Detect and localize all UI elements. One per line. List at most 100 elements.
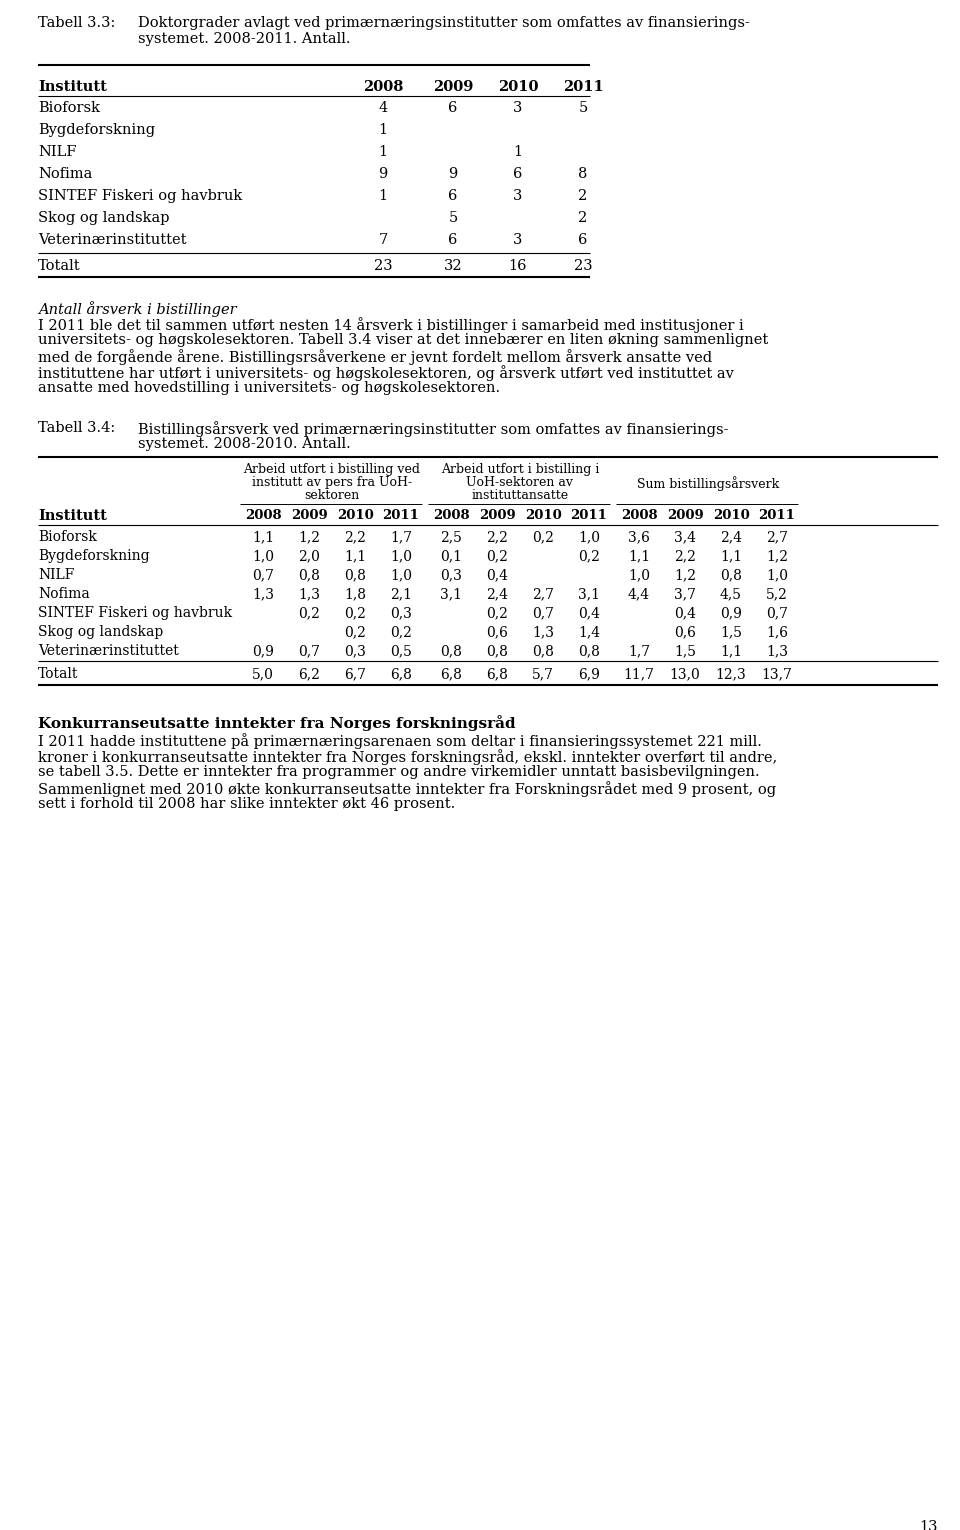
- Text: 2011: 2011: [383, 509, 420, 522]
- Text: 1,7: 1,7: [390, 529, 412, 545]
- Text: 2009: 2009: [433, 80, 473, 93]
- Text: 1,2: 1,2: [766, 549, 788, 563]
- Text: Veterinærinstituttet: Veterinærinstituttet: [38, 233, 186, 246]
- Text: I 2011 ble det til sammen utført nesten 14 årsverk i bistillinger i samarbeid me: I 2011 ble det til sammen utført nesten …: [38, 317, 744, 334]
- Text: 1,0: 1,0: [578, 529, 600, 545]
- Text: 2,0: 2,0: [298, 549, 320, 563]
- Text: 1,5: 1,5: [720, 624, 742, 640]
- Text: 6: 6: [578, 233, 588, 246]
- Text: 6,7: 6,7: [344, 667, 366, 681]
- Text: 4,5: 4,5: [720, 588, 742, 601]
- Text: 2,1: 2,1: [390, 588, 412, 601]
- Text: Skog og landskap: Skog og landskap: [38, 211, 170, 225]
- Text: 1,3: 1,3: [766, 644, 788, 658]
- Text: systemet. 2008-2011. Antall.: systemet. 2008-2011. Antall.: [138, 32, 350, 46]
- Text: NILF: NILF: [38, 568, 74, 581]
- Text: 0,8: 0,8: [578, 644, 600, 658]
- Text: 5,7: 5,7: [532, 667, 554, 681]
- Text: 9: 9: [448, 167, 458, 181]
- Text: 6,8: 6,8: [390, 667, 412, 681]
- Text: 1,0: 1,0: [628, 568, 650, 581]
- Text: 2009: 2009: [666, 509, 704, 522]
- Text: instituttene har utført i universitets- og høgskolesektoren, og årsverk utført v: instituttene har utført i universitets- …: [38, 366, 733, 381]
- Text: 5,2: 5,2: [766, 588, 788, 601]
- Text: Totalt: Totalt: [38, 259, 81, 272]
- Text: 2010: 2010: [337, 509, 373, 522]
- Text: Bioforsk: Bioforsk: [38, 529, 97, 545]
- Text: 6,8: 6,8: [440, 667, 462, 681]
- Text: Bygdeforskning: Bygdeforskning: [38, 549, 150, 563]
- Text: 1,1: 1,1: [344, 549, 366, 563]
- Text: 5: 5: [578, 101, 588, 115]
- Text: Veterinærinstituttet: Veterinærinstituttet: [38, 644, 179, 658]
- Text: 0,2: 0,2: [486, 549, 508, 563]
- Text: 3: 3: [514, 101, 522, 115]
- Text: kroner i konkurranseutsatte inntekter fra Norges forskningsråd, ekskl. inntekter: kroner i konkurranseutsatte inntekter fr…: [38, 750, 778, 765]
- Text: Bygdeforskning: Bygdeforskning: [38, 122, 156, 138]
- Text: 0,2: 0,2: [578, 549, 600, 563]
- Text: 0,4: 0,4: [578, 606, 600, 620]
- Text: 0,8: 0,8: [440, 644, 462, 658]
- Text: Institutt: Institutt: [38, 80, 107, 93]
- Text: 2011: 2011: [570, 509, 608, 522]
- Text: 6,2: 6,2: [298, 667, 320, 681]
- Text: 0,8: 0,8: [486, 644, 508, 658]
- Text: 0,2: 0,2: [390, 624, 412, 640]
- Text: 0,8: 0,8: [532, 644, 554, 658]
- Text: 1,4: 1,4: [578, 624, 600, 640]
- Text: Institutt: Institutt: [38, 509, 107, 523]
- Text: 1,1: 1,1: [720, 549, 742, 563]
- Text: 0,9: 0,9: [252, 644, 274, 658]
- Text: 0,2: 0,2: [298, 606, 320, 620]
- Text: Bioforsk: Bioforsk: [38, 101, 100, 115]
- Text: Nofima: Nofima: [38, 588, 89, 601]
- Text: 23: 23: [373, 259, 393, 272]
- Text: 1,0: 1,0: [252, 549, 274, 563]
- Text: SINTEF Fiskeri og havbruk: SINTEF Fiskeri og havbruk: [38, 606, 232, 620]
- Text: Doktorgrader avlagt ved primærnæringsinstitutter som omfattes av finansierings-: Doktorgrader avlagt ved primærnæringsins…: [138, 15, 750, 31]
- Text: SINTEF Fiskeri og havbruk: SINTEF Fiskeri og havbruk: [38, 190, 242, 203]
- Text: 1,0: 1,0: [390, 549, 412, 563]
- Text: 1,2: 1,2: [674, 568, 696, 581]
- Text: 16: 16: [509, 259, 527, 272]
- Text: 1: 1: [378, 122, 388, 138]
- Text: 6: 6: [514, 167, 522, 181]
- Text: 2009: 2009: [291, 509, 327, 522]
- Text: 2010: 2010: [497, 80, 539, 93]
- Text: 1,7: 1,7: [628, 644, 650, 658]
- Text: systemet. 2008-2010. Antall.: systemet. 2008-2010. Antall.: [138, 438, 350, 451]
- Text: 0,4: 0,4: [486, 568, 508, 581]
- Text: 0,1: 0,1: [440, 549, 462, 563]
- Text: 1,3: 1,3: [532, 624, 554, 640]
- Text: sett i forhold til 2008 har slike inntekter økt 46 prosent.: sett i forhold til 2008 har slike inntek…: [38, 797, 455, 811]
- Text: 1,5: 1,5: [674, 644, 696, 658]
- Text: 2,7: 2,7: [532, 588, 554, 601]
- Text: 7: 7: [378, 233, 388, 246]
- Text: 1,3: 1,3: [298, 588, 320, 601]
- Text: universitets- og høgskolesektoren. Tabell 3.4 viser at det innebærer en liten øk: universitets- og høgskolesektoren. Tabel…: [38, 334, 768, 347]
- Text: 2,5: 2,5: [440, 529, 462, 545]
- Text: 12,3: 12,3: [715, 667, 746, 681]
- Text: 1,1: 1,1: [628, 549, 650, 563]
- Text: 6,9: 6,9: [578, 667, 600, 681]
- Text: 5: 5: [448, 211, 458, 225]
- Text: med de forgående årene. Bistillingsrsåverkene er jevnt fordelt mellom årsverk an: med de forgående årene. Bistillingsrsåve…: [38, 349, 712, 364]
- Text: 3,7: 3,7: [674, 588, 696, 601]
- Text: 2009: 2009: [479, 509, 516, 522]
- Text: 0,7: 0,7: [532, 606, 554, 620]
- Text: 1: 1: [378, 145, 388, 159]
- Text: instituttansatte: instituttansatte: [471, 490, 568, 502]
- Text: 0,3: 0,3: [390, 606, 412, 620]
- Text: Tabell 3.3:: Tabell 3.3:: [38, 15, 115, 31]
- Text: institutt av pers fra UoH-: institutt av pers fra UoH-: [252, 476, 412, 490]
- Text: 32: 32: [444, 259, 463, 272]
- Text: NILF: NILF: [38, 145, 77, 159]
- Text: sektoren: sektoren: [304, 490, 360, 502]
- Text: 6,8: 6,8: [486, 667, 508, 681]
- Text: 0,6: 0,6: [674, 624, 696, 640]
- Text: Tabell 3.4:: Tabell 3.4:: [38, 421, 115, 435]
- Text: 2,2: 2,2: [344, 529, 366, 545]
- Text: 0,3: 0,3: [440, 568, 462, 581]
- Text: Arbeid utfort i bistilling i: Arbeid utfort i bistilling i: [441, 464, 599, 476]
- Text: 2,2: 2,2: [486, 529, 508, 545]
